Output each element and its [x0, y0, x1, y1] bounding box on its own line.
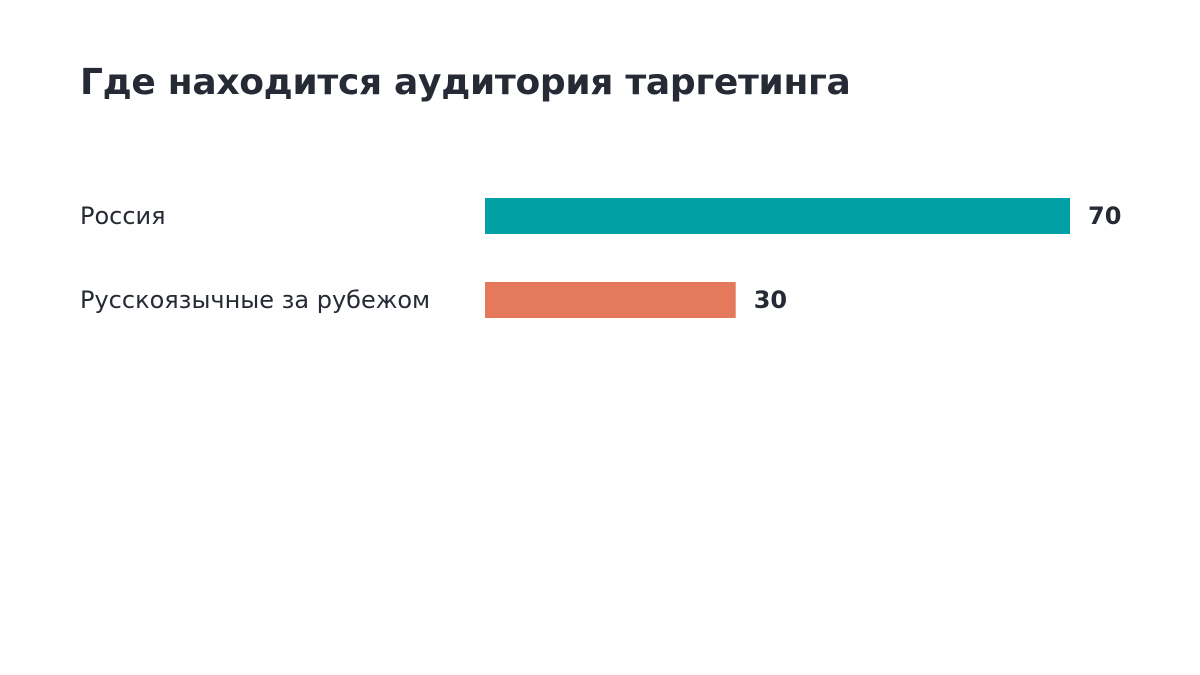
value-label: 70 [1088, 202, 1121, 230]
category-label: Русскоязычные за рубежом [80, 286, 430, 314]
category-label: Россия [80, 202, 166, 230]
value-label: 30 [754, 286, 787, 314]
bar [485, 282, 736, 318]
chart-title: Где находится аудитория таргетинга [80, 62, 851, 103]
bar [485, 198, 1070, 234]
